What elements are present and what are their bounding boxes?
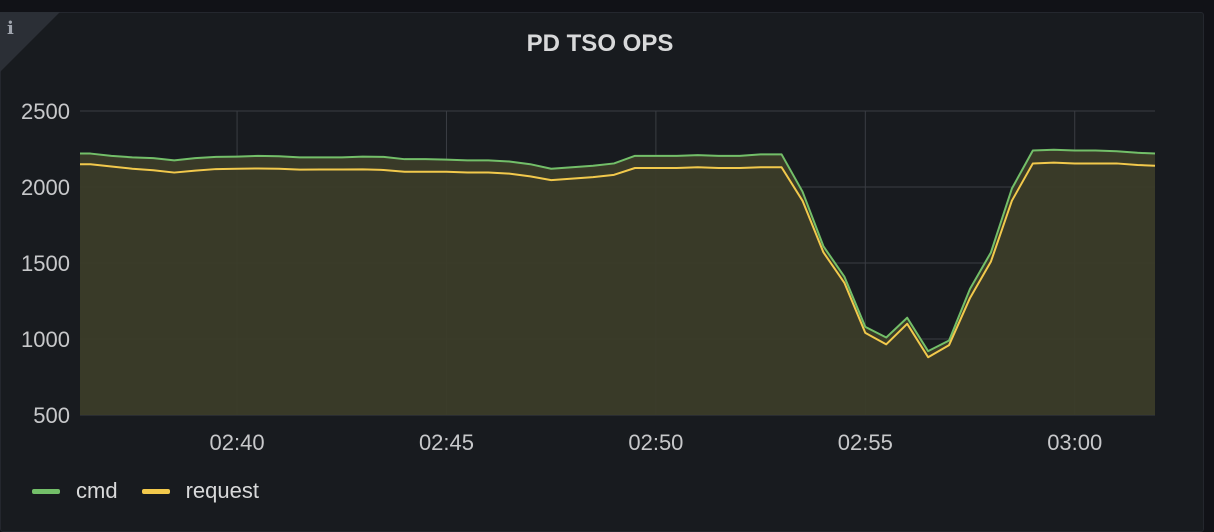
legend: cmd request xyxy=(32,478,259,504)
series-lines xyxy=(80,148,1156,359)
x-tick-label-03:00: 03:00 xyxy=(1047,430,1102,455)
legend-swatch-request xyxy=(141,488,170,494)
info-icon[interactable]: i xyxy=(7,18,14,39)
legend-item-request[interactable]: request xyxy=(141,478,259,504)
legend-item-cmd[interactable]: cmd xyxy=(32,478,118,504)
y-tick-label-500: 500 xyxy=(33,403,70,428)
series-line-request xyxy=(80,161,1156,359)
series-line-cmd xyxy=(80,148,1156,353)
info-corner[interactable] xyxy=(0,12,60,72)
x-tick-label-02:40: 02:40 xyxy=(210,430,265,455)
panel-title[interactable]: PD TSO OPS xyxy=(526,30,674,57)
y-axis: 500 1000 1500 2000 2500 xyxy=(21,99,70,428)
y-tick-label-2000: 2000 xyxy=(21,175,70,200)
y-tick-label-2500: 2500 xyxy=(21,99,70,124)
area-fill xyxy=(80,149,1155,415)
x-axis: 02:40 02:45 02:50 02:55 03:00 xyxy=(210,430,1103,455)
legend-label-cmd: cmd xyxy=(76,478,118,503)
legend-swatch-cmd xyxy=(32,488,60,494)
legend-label-request: request xyxy=(185,478,259,503)
y-tick-label-1500: 1500 xyxy=(21,251,70,276)
line-chart[interactable]: 500 1000 1500 2000 2500 02:40 02:45 02:50 02:55… xyxy=(0,0,1214,518)
y-tick-label-1000: 1000 xyxy=(21,327,70,352)
series-area xyxy=(80,149,1155,415)
x-tick-label-02:55: 02:55 xyxy=(838,430,893,455)
x-tick-label-02:45: 02:45 xyxy=(419,430,474,455)
x-tick-label-02:50: 02:50 xyxy=(628,430,683,455)
